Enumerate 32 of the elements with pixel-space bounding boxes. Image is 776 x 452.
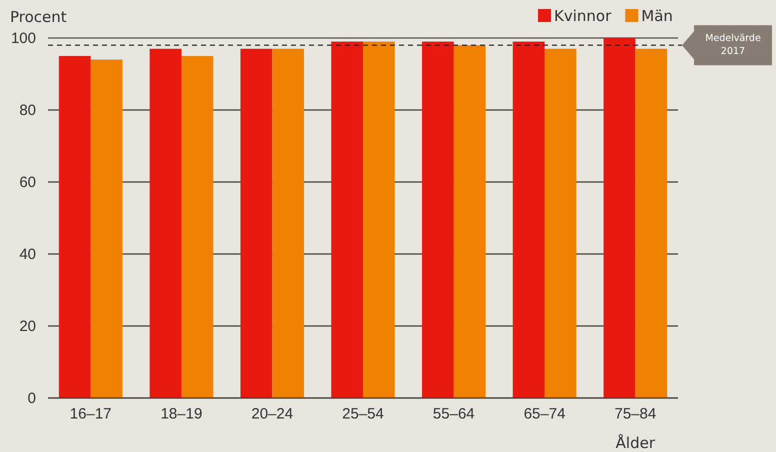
bar [512,42,545,398]
x-tick-label: 25–54 [342,406,384,423]
x-tick-label: 18–19 [160,406,202,423]
y-tick-label: 80 [19,102,36,119]
bar [544,48,576,398]
bar [422,42,454,398]
y-tick-label: 60 [19,174,36,191]
legend-label: Kvinnor [554,7,612,25]
x-tick-label: 20–24 [251,406,294,423]
x-axis-title: Ålder [616,434,656,452]
bar [150,48,182,398]
bar [272,48,304,398]
y-tick-label: 0 [28,390,36,407]
x-tick-label: 75–84 [614,406,656,423]
bar [58,56,91,398]
bar [454,45,486,398]
y-tick-label: 100 [10,30,36,47]
bar [240,48,272,398]
ref-line-label: Medelvärde 2017 [705,33,761,58]
y-axis-title: Procent [10,8,67,26]
bar [90,60,122,398]
bar [604,38,636,398]
bar [363,42,395,398]
x-tick-label: 16–17 [70,406,112,423]
x-tick-label: 65–74 [524,406,566,423]
y-tick-label: 40 [19,246,36,263]
bar [331,42,363,398]
bar [635,48,668,398]
bar [181,56,214,398]
y-tick-label: 20 [19,318,36,335]
legend-label: Män [641,7,673,25]
x-tick-label: 55–64 [432,406,475,423]
